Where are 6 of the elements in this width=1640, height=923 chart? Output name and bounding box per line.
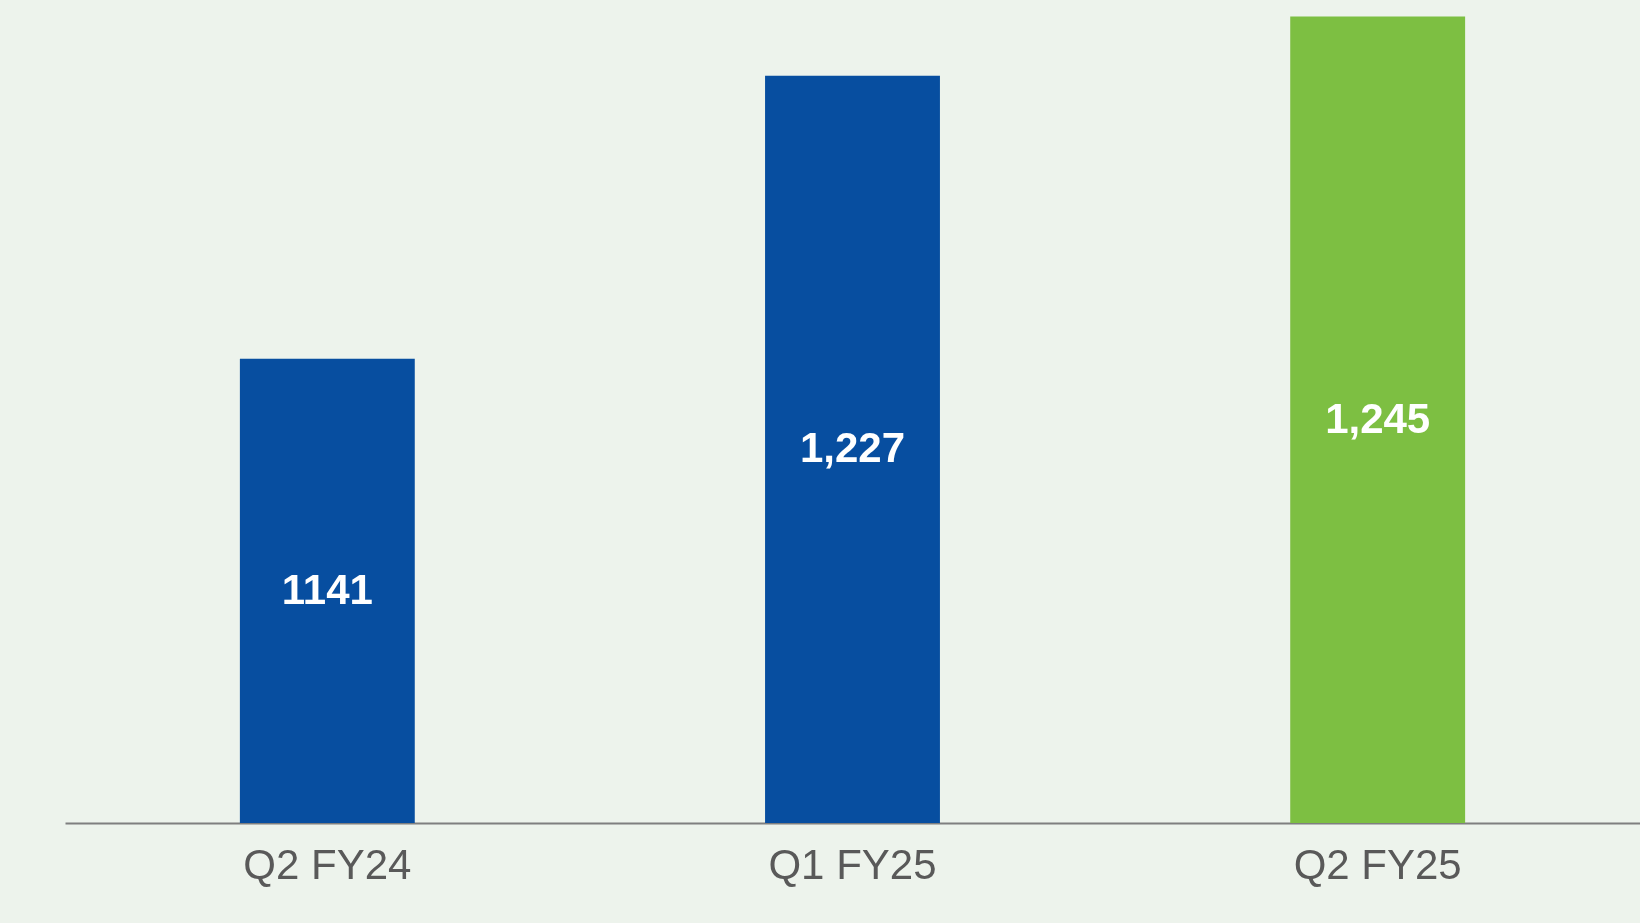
data-label: 1,227 [799, 424, 906, 472]
x-tick-label: Q2 FY24 [243, 840, 412, 888]
x-tick-label: Q1 FY25 [768, 840, 937, 888]
x-tick-label: Q2 FY25 [1293, 840, 1462, 888]
data-label: 1,245 [1325, 394, 1431, 442]
data-label: 1141 [281, 565, 373, 613]
